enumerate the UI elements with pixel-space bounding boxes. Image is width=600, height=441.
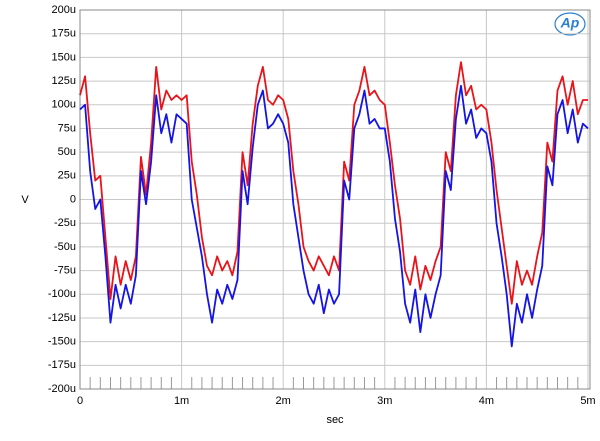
y-tick-label: 0 [70,193,76,205]
y-tick-label: -200u [48,383,76,395]
y-tick-label: 125u [52,75,76,87]
y-tick-label: -100u [48,288,76,300]
plot-frame [79,9,591,390]
y-tick-label: 50u [58,146,76,158]
x-tick-label: 0 [77,395,83,407]
y-tick-label: -150u [48,336,76,348]
y-tick-label: -25u [54,217,76,229]
x-tick-label: 5m [580,395,595,407]
x-axis-label: sec [326,414,344,426]
y-tick-label: 25u [58,170,76,182]
y-tick-label: 150u [52,51,76,63]
y-tick-label: 175u [52,28,76,40]
logo-ring [554,12,586,36]
y-tick-label: -75u [54,264,76,276]
logo: Ap [560,15,580,31]
x-tick-label: 2m [276,395,291,407]
x-tick-label: 1m [174,395,189,407]
y-tick-label: -125u [48,312,76,324]
y-tick-label: -50u [54,241,76,253]
y-tick-label: 75u [58,122,76,134]
y-tick-label: 100u [52,99,76,111]
y-tick-label: 200u [52,4,76,16]
y-axis-label: V [21,194,29,206]
x-tick-label: 3m [377,395,392,407]
y-tick-label: -175u [48,359,76,371]
x-tick-label: 4m [479,395,494,407]
series-line [79,84,589,348]
series-line [79,61,588,305]
